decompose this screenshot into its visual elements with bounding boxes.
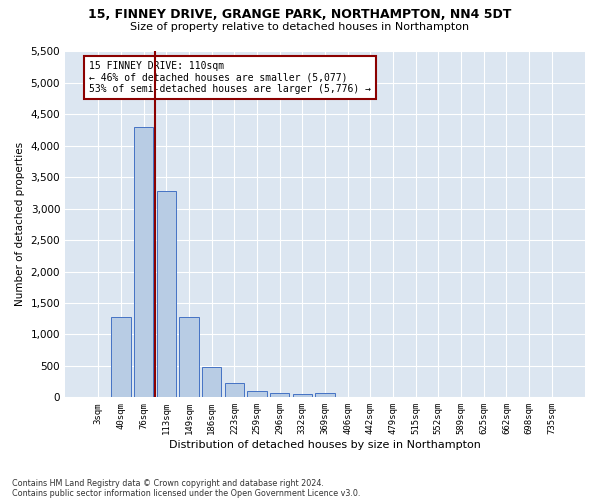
Text: 15 FINNEY DRIVE: 110sqm
← 46% of detached houses are smaller (5,077)
53% of semi: 15 FINNEY DRIVE: 110sqm ← 46% of detache…: [89, 61, 371, 94]
Bar: [112, 318, 131, 398]
Bar: [293, 394, 312, 398]
Bar: [202, 367, 221, 398]
Bar: [316, 393, 335, 398]
Text: Size of property relative to detached houses in Northampton: Size of property relative to detached ho…: [130, 22, 470, 32]
Bar: [179, 317, 199, 398]
Bar: [270, 393, 289, 398]
Text: 15, FINNEY DRIVE, GRANGE PARK, NORTHAMPTON, NN4 5DT: 15, FINNEY DRIVE, GRANGE PARK, NORTHAMPT…: [88, 8, 512, 20]
Bar: [157, 191, 176, 398]
Bar: [247, 390, 266, 398]
Bar: [225, 383, 244, 398]
Y-axis label: Number of detached properties: Number of detached properties: [15, 142, 25, 306]
Text: Contains HM Land Registry data © Crown copyright and database right 2024.: Contains HM Land Registry data © Crown c…: [12, 478, 324, 488]
X-axis label: Distribution of detached houses by size in Northampton: Distribution of detached houses by size …: [169, 440, 481, 450]
Bar: [134, 127, 153, 398]
Text: Contains public sector information licensed under the Open Government Licence v3: Contains public sector information licen…: [12, 488, 361, 498]
